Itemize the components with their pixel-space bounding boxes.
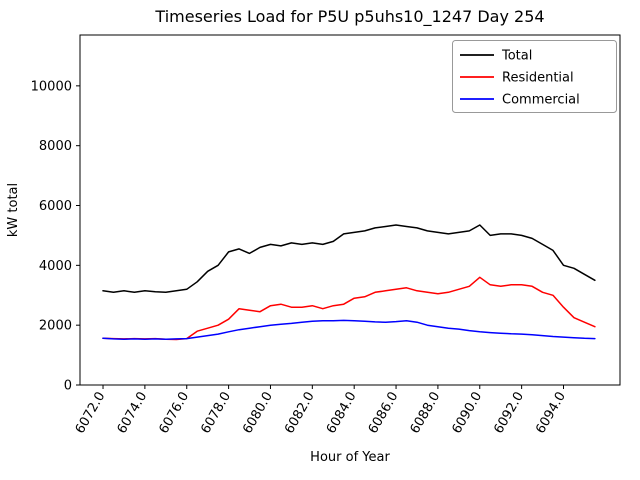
x-tick-label: 6082.0 [282,390,318,437]
x-tick-label: 6076.0 [156,390,192,437]
chart-title: Timeseries Load for P5U p5uhs10_1247 Day… [154,7,544,27]
x-tick-label: 6078.0 [198,390,234,437]
legend-entry-commercial: Commercial [460,93,580,108]
x-axis-ticks: 6072.0 6074.0 6076.0 6078.0 6080.0 6082.0 6084… [73,385,569,436]
legend-label-total: Total [501,49,532,64]
legend-label-commercial: Commercial [502,93,580,108]
x-tick-label: 6084.0 [324,390,360,437]
x-tick-label: 6094.0 [533,390,569,437]
series-line-commercial [102,319,596,340]
legend-label-residential: Residential [502,71,574,86]
x-tick-label: 6088.0 [408,390,444,437]
x-tick-label: 6092.0 [491,390,527,437]
x-tick-label: 6090.0 [449,390,485,437]
x-tick-label: 6072.0 [73,390,109,437]
legend-entry-total: Total [460,49,532,64]
legend: Total Residential Commercial [452,40,617,113]
series-line-residential [102,276,596,341]
y-axis-label: kW total [6,183,21,237]
x-tick-label: 6086.0 [366,390,402,437]
legend-entry-residential: Residential [460,71,574,86]
y-tick-label: 8000 [39,139,72,154]
legend-box [452,40,617,113]
plot-area [79,34,621,386]
series-line-total [102,224,596,294]
y-tick-label: 10000 [31,79,72,94]
x-axis-label: Hour of Year [310,450,390,465]
x-tick-label: 6080.0 [240,390,276,437]
y-axis-ticks: 0 2000 4000 6000 8000 10000 [31,79,80,394]
y-tick-label: 4000 [39,259,72,274]
y-tick-label: 6000 [39,199,72,214]
x-tick-label: 6074.0 [115,390,151,437]
series-layer [102,224,596,341]
y-tick-label: 0 [64,379,72,394]
y-tick-label: 2000 [39,319,72,334]
